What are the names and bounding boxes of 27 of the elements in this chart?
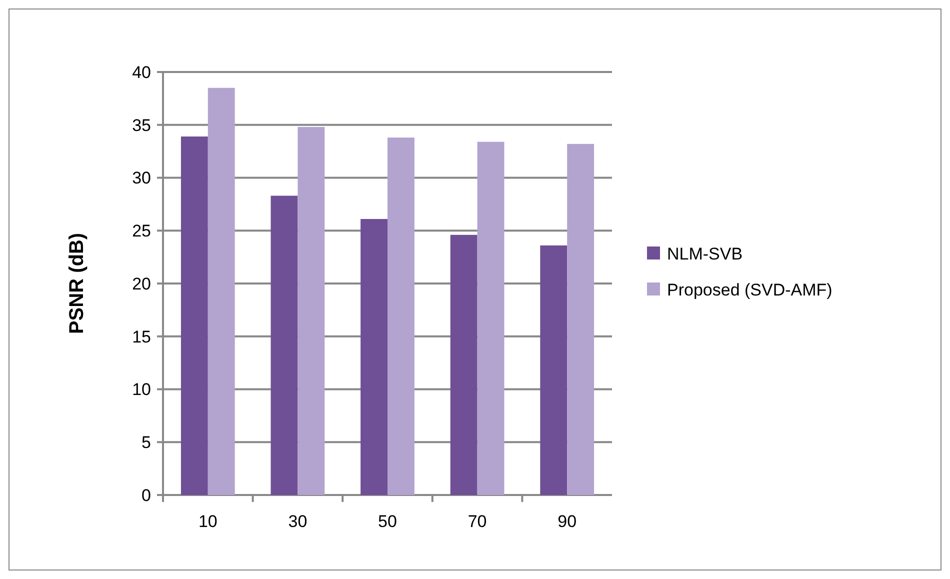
y-tick-label: 15 — [132, 327, 151, 346]
y-tick-label: 35 — [132, 116, 151, 135]
y-tick-label: 5 — [142, 433, 151, 452]
y-tick-label: 10 — [132, 380, 151, 400]
bar — [208, 88, 235, 495]
x-tick-label: 10 — [198, 512, 218, 531]
bar — [360, 218, 388, 495]
x-tick-label: 90 — [558, 512, 577, 531]
y-tick-label: 0 — [142, 486, 151, 505]
y-tick-label: 20 — [132, 274, 151, 294]
x-tick-label: 30 — [288, 512, 308, 531]
bar — [298, 126, 325, 495]
bar — [477, 142, 504, 495]
bar — [270, 196, 298, 495]
bar — [180, 136, 208, 495]
bar — [567, 144, 594, 495]
bar — [540, 245, 568, 495]
legend-label: NLM-SVB — [667, 244, 743, 264]
x-tick-label: 50 — [378, 512, 397, 531]
legend-label: Proposed (SVD-AMF) — [667, 280, 832, 300]
y-tick-label: 30 — [132, 168, 151, 188]
bar — [388, 138, 414, 495]
y-tick-label: 40 — [132, 62, 151, 82]
x-tick-label: 70 — [468, 512, 487, 531]
y-axis-title: PSNR (dB) — [66, 232, 88, 334]
bar — [450, 234, 478, 495]
y-tick-label: 25 — [132, 222, 151, 241]
